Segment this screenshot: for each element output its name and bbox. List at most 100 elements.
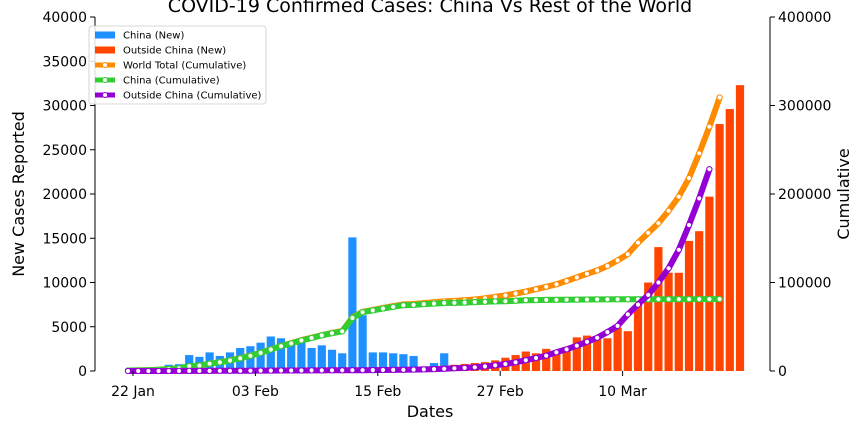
point-china-cum-52	[655, 296, 662, 303]
point-china-cum-21	[339, 328, 346, 335]
point-world-cum-51	[645, 229, 652, 236]
point-world-cum-38	[512, 290, 519, 297]
x-tick-label-3: 27 Feb	[477, 384, 524, 400]
bar-outside-new-51	[644, 282, 653, 371]
point-china-cum-16	[288, 340, 295, 347]
point-outside-cum-28	[410, 366, 417, 373]
bar-outside-new-57	[705, 196, 714, 371]
point-china-cum-48	[614, 296, 621, 303]
legend-swatch-china-new	[95, 31, 115, 39]
point-world-cum-47	[604, 262, 611, 270]
point-outside-cum-44	[573, 342, 580, 349]
point-world-cum-56	[696, 150, 703, 157]
point-china-cum-35	[481, 298, 489, 305]
x-ticks: 22 Jan 03 Feb 15 Feb 27 Feb 10 Mar	[111, 371, 647, 400]
chart-title: COVID-19 Confirmed Cases: China Vs Rest …	[168, 0, 692, 17]
axes: 0 5000 10000 15000 20000 25000 30000 35000 40000…	[42, 10, 831, 400]
point-world-cum-52	[655, 220, 662, 227]
point-outside-cum-15	[277, 367, 285, 374]
y2-axis-label: Cumulative	[834, 148, 853, 239]
point-china-cum-14	[267, 346, 274, 353]
point-outside-cum-14	[267, 367, 274, 374]
point-outside-cum-49	[624, 311, 631, 318]
legend-label-world-cum: World Total (Cumulative)	[123, 61, 246, 72]
bar-outside-new-58	[715, 124, 724, 372]
point-china-cum-13	[257, 349, 264, 356]
point-world-cum-53	[665, 207, 672, 214]
bar-outside-new-53	[664, 272, 673, 371]
point-china-cum-54	[675, 296, 682, 303]
point-outside-cum-29	[420, 366, 427, 373]
right-y-tick-label-0: 0	[778, 364, 787, 380]
point-china-cum-7	[196, 362, 203, 369]
point-world-cum-42	[553, 281, 560, 288]
bar-china-new-27	[399, 354, 408, 371]
point-outside-cum-0	[124, 367, 132, 375]
point-outside-cum-46	[594, 334, 601, 341]
bar-china-new-15	[276, 338, 286, 371]
bar-china-new-16	[287, 342, 296, 371]
x-tick-label-2: 15 Feb	[354, 384, 401, 400]
point-outside-cum-12	[247, 367, 254, 374]
x-axis-label: Dates	[407, 402, 454, 421]
legend-box	[88, 25, 267, 105]
point-outside-cum-31	[441, 365, 448, 372]
bar-china-new-26	[389, 353, 398, 371]
point-outside-cum-24	[369, 367, 376, 374]
point-outside-cum-22	[349, 367, 356, 374]
point-outside-cum-16	[288, 367, 295, 374]
point-world-cum-37	[502, 292, 509, 299]
point-china-cum-8	[206, 360, 213, 367]
bar-outside-new-40	[531, 353, 541, 371]
x-tick-label-4: 10 Mar	[598, 384, 647, 400]
point-china-cum-43	[563, 296, 570, 303]
point-world-cum-44	[573, 274, 580, 281]
bar-outside-new-55	[684, 240, 694, 371]
legend-marker-world-cum	[102, 62, 108, 68]
point-outside-cum-9	[216, 367, 223, 374]
bar-china-new-21	[338, 353, 347, 371]
bar-outside-new-47	[603, 338, 612, 371]
bar-china-new-25	[378, 352, 388, 371]
point-china-cum-46	[594, 296, 601, 303]
point-outside-cum-20	[328, 367, 336, 374]
right-y-tick-label-3: 300000	[778, 99, 831, 115]
point-world-cum-54	[675, 193, 682, 200]
right-y-ticks: 0 100000 200000 300000 400000	[770, 10, 831, 380]
legend-swatch-outside-new	[95, 46, 115, 54]
point-world-cum-39	[522, 288, 529, 295]
left-y-tick-label-3: 15000	[42, 231, 87, 247]
point-outside-cum-8	[206, 367, 213, 374]
point-china-cum-41	[543, 296, 550, 303]
point-outside-cum-11	[237, 367, 244, 374]
point-outside-cum-21	[339, 367, 346, 374]
point-outside-cum-18	[308, 367, 315, 374]
point-world-cum-43	[563, 277, 570, 284]
bar-outside-new-44	[572, 337, 581, 371]
point-china-cum-30	[430, 300, 438, 307]
point-china-cum-34	[471, 299, 478, 306]
left-y-tick-label-7: 35000	[42, 54, 87, 70]
point-outside-cum-53	[665, 265, 672, 272]
point-outside-cum-37	[502, 360, 509, 368]
bar-china-new-23	[358, 315, 367, 371]
point-outside-cum-13	[257, 367, 264, 374]
point-china-cum-17	[298, 337, 305, 344]
left-y-tick-label-8: 40000	[42, 10, 87, 26]
y-axis-label: New Cases Reported	[9, 111, 28, 277]
point-outside-cum-10	[226, 367, 234, 374]
left-y-tick-label-1: 5000	[51, 320, 87, 336]
point-china-cum-10	[226, 357, 234, 364]
point-china-cum-55	[685, 296, 693, 303]
point-china-cum-12	[247, 352, 254, 359]
point-outside-cum-36	[492, 362, 499, 369]
point-china-cum-29	[420, 301, 427, 308]
point-outside-cum-55	[685, 221, 693, 229]
point-world-cum-58	[716, 94, 723, 101]
point-china-cum-58	[716, 296, 723, 303]
point-outside-cum-51	[645, 291, 652, 298]
line-layer	[124, 94, 723, 375]
point-outside-cum-54	[675, 246, 682, 253]
point-outside-cum-25	[379, 366, 387, 374]
point-china-cum-45	[583, 296, 591, 303]
